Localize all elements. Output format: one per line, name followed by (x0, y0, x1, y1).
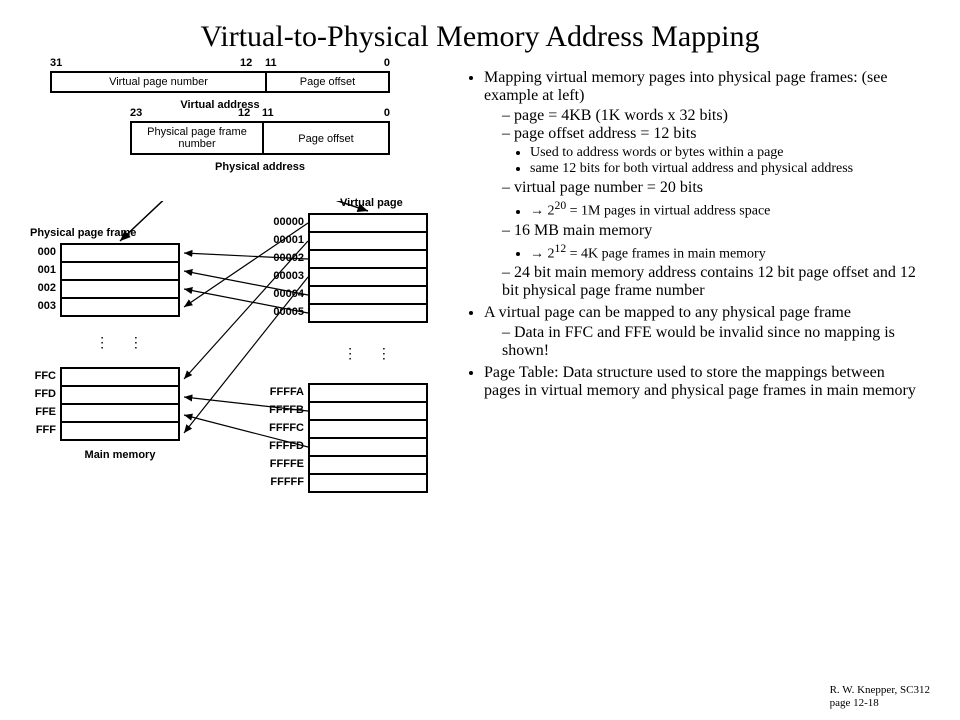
bit-23: 23 (130, 107, 142, 119)
mem-row (310, 215, 426, 233)
sub-bullet: page offset address = 12 bits Used to ad… (502, 125, 920, 177)
virtual-address-box: Virtual page number Page offset (50, 71, 390, 93)
mem-row (62, 405, 178, 423)
bit-31: 31 (50, 57, 62, 69)
diagram: 31 12 11 0 Virtual page number Page offs… (20, 69, 450, 581)
row-label: 001 (26, 261, 56, 279)
ppf-label: Physical page frame (30, 227, 136, 239)
sub2-bullet: → 212 = 4K page frames in main memory (530, 242, 920, 263)
row-label: 002 (26, 279, 56, 297)
bit-0: 0 (384, 57, 390, 69)
sub-bullet: 16 MB main memory → 212 = 4K page frames… (502, 222, 920, 263)
row-label: FFFFE (264, 455, 304, 473)
bullet: Mapping virtual memory pages into physic… (484, 69, 920, 300)
bit-12: 12 (240, 57, 252, 69)
bit-11: 11 (265, 57, 277, 69)
phys-bot-labels: FFCFFDFFEFFF (26, 367, 56, 439)
pa-frame-number: Physical page frame number (132, 123, 264, 153)
dots-icon: ⋮ ⋮ (343, 345, 393, 362)
row-label: FFF (26, 421, 56, 439)
mem-row (310, 233, 426, 251)
mem-row (310, 287, 426, 305)
bullet: Page Table: Data structure used to store… (484, 364, 920, 400)
bullet-list: Mapping virtual memory pages into physic… (460, 69, 920, 581)
row-label: 00000 (264, 213, 304, 231)
row-label: 003 (26, 297, 56, 315)
va-page-offset: Page offset (267, 73, 388, 91)
dots-icon: ⋮ ⋮ (95, 334, 145, 351)
mem-row (310, 439, 426, 457)
content: 31 12 11 0 Virtual page number Page offs… (20, 69, 940, 581)
mem-row (62, 369, 178, 387)
row-label: FFE (26, 403, 56, 421)
page-title: Virtual-to-Physical Memory Address Mappi… (20, 20, 940, 54)
row-label: FFC (26, 367, 56, 385)
pa-label: Physical address (130, 161, 390, 173)
mem-row (310, 385, 426, 403)
row-label: 00001 (264, 231, 304, 249)
sub-bullet: virtual page number = 20 bits → 220 = 1M… (502, 179, 920, 220)
mem-row (310, 269, 426, 287)
mem-row (62, 281, 178, 299)
bit-0p: 0 (384, 107, 390, 119)
mem-row (62, 245, 178, 263)
virt-bot-block (308, 383, 428, 493)
virt-bot-labels: FFFFAFFFFBFFFFCFFFFDFFFFEFFFFF (264, 383, 304, 491)
virt-top-labels: 000000000100002000030000400005 (264, 213, 304, 321)
footer: R. W. Knepper, SC312 page 12-18 (830, 684, 930, 710)
row-label: 00005 (264, 303, 304, 321)
sub-bullet: 24 bit main memory address contains 12 b… (502, 264, 920, 300)
sub2-bullet: → 220 = 1M pages in virtual address spac… (530, 199, 920, 220)
mem-row (62, 387, 178, 405)
mem-row (310, 305, 426, 321)
mem-row (62, 299, 178, 315)
sub2-bullet: Used to address words or bytes within a … (530, 145, 920, 161)
pa-page-offset: Page offset (264, 123, 388, 153)
mem-row (310, 251, 426, 269)
row-label: FFFFC (264, 419, 304, 437)
row-label: FFFFA (264, 383, 304, 401)
mem-row (310, 421, 426, 439)
row-label: 000 (26, 243, 56, 261)
virt-top-block (308, 213, 428, 323)
va-page-number: Virtual page number (52, 73, 267, 91)
row-label: 00003 (264, 267, 304, 285)
mem-row (62, 423, 178, 439)
vp-label: Virtual page (340, 197, 403, 209)
phys-top-labels: 000001002003 (26, 243, 56, 315)
mem-row (310, 403, 426, 421)
row-label: FFFFF (264, 473, 304, 491)
row-label: 00002 (264, 249, 304, 267)
footer-line2: page 12-18 (830, 697, 930, 710)
physical-address-box: Physical page frame number Page offset (130, 121, 390, 155)
row-label: 00004 (264, 285, 304, 303)
row-label: FFFFD (264, 437, 304, 455)
row-label: FFD (26, 385, 56, 403)
sub2-bullet: same 12 bits for both virtual address an… (530, 161, 920, 177)
sub-bullet: Data in FFC and FFE would be invalid sin… (502, 324, 920, 360)
mem-row (310, 457, 426, 475)
phys-bot-block (60, 367, 180, 441)
mem-row (62, 263, 178, 281)
sub-bullet: page = 4KB (1K words x 32 bits) (502, 107, 920, 125)
bullet: A virtual page can be mapped to any phys… (484, 304, 920, 360)
mm-label: Main memory (60, 449, 180, 461)
phys-top-block (60, 243, 180, 317)
bit-12p: 12 (238, 107, 250, 119)
va-label: Virtual address (50, 99, 390, 111)
bit-11p: 11 (262, 107, 274, 119)
row-label: FFFFB (264, 401, 304, 419)
mem-row (310, 475, 426, 491)
footer-line1: R. W. Knepper, SC312 (830, 684, 930, 697)
